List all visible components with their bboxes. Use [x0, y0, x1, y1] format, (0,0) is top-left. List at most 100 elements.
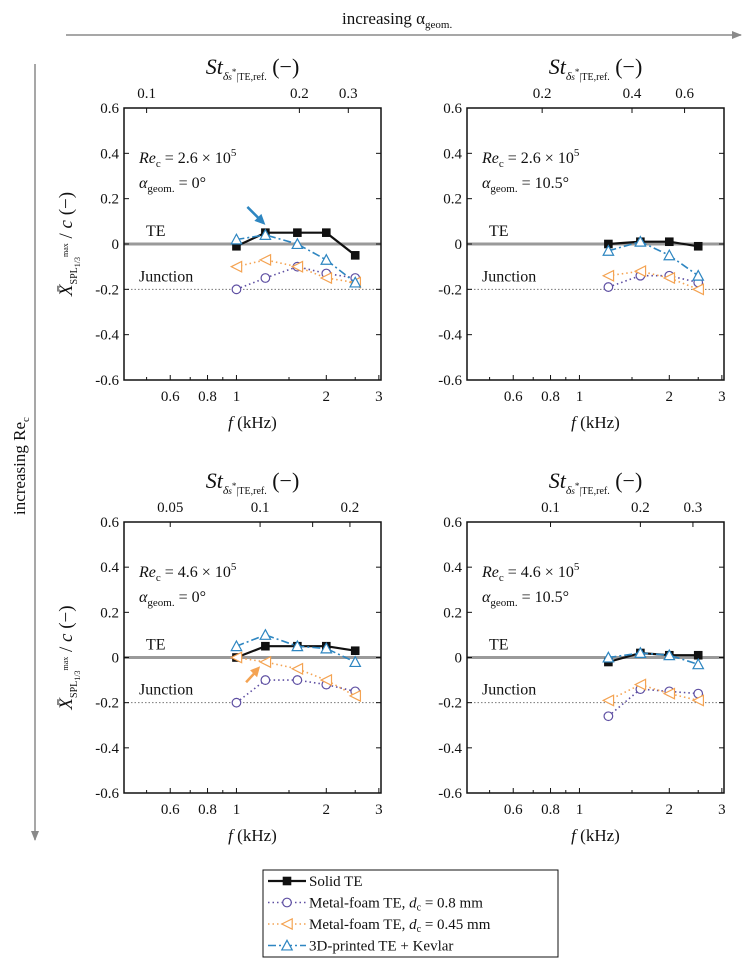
- formula-part: α: [139, 589, 148, 606]
- data-point: [259, 628, 272, 640]
- x-axis-label: f (kHz): [571, 826, 620, 845]
- alpha-annotation: αgeom. = 0°: [139, 175, 206, 195]
- formula-part: 5: [231, 561, 237, 573]
- top-axis-title-part: |TE,ref.: [236, 72, 266, 83]
- data-point: [258, 655, 272, 669]
- legend-marker: [282, 876, 292, 886]
- x-axis-label: f (kHz): [228, 826, 277, 845]
- data-point: [319, 673, 333, 687]
- data-point: [321, 228, 331, 237]
- legend-label-part: Metal-foam TE,: [309, 917, 409, 933]
- re-annotation: Rec = 2.6 × 105: [481, 147, 580, 170]
- y-tick-label: -0.4: [438, 328, 462, 344]
- formula-part: c: [156, 572, 161, 584]
- data-point: [602, 651, 615, 663]
- y-tick-label: 0: [112, 651, 120, 667]
- top-axis-title-part: |TE,ref.: [579, 486, 609, 497]
- y-tick-label: -0.6: [95, 373, 119, 389]
- formula-part: Re: [481, 150, 499, 167]
- formula-part: c: [156, 158, 161, 170]
- top-axis-title-part: St: [549, 54, 567, 79]
- te-label: TE: [146, 637, 166, 654]
- top-tick-label: 0.1: [541, 500, 560, 516]
- y-tick-label: -0.6: [95, 786, 119, 802]
- y-tick-label: 0.6: [100, 101, 119, 117]
- y-tick-label: 0.6: [100, 515, 119, 531]
- series: [601, 265, 705, 296]
- top-tick-label: 0.3: [684, 500, 703, 516]
- x-tick-label: 1: [233, 802, 241, 818]
- top-axis-title: Stδs*|TE,ref. (−): [206, 54, 300, 83]
- y-axis-label-part: max: [61, 657, 70, 671]
- y-axis-label: X̄SPL1/3max / c (−): [56, 192, 82, 297]
- top-arrow: increasing αgeom.: [66, 9, 742, 39]
- legend-label-part: = 0.45 mm: [421, 917, 491, 933]
- left-arrow-label: increasing Rec: [10, 417, 32, 515]
- y-tick-label: -0.6: [438, 373, 462, 389]
- formula-part: 5: [574, 561, 580, 573]
- series-line: [236, 234, 356, 284]
- data-point: [231, 697, 242, 708]
- y-tick-label: 0: [455, 651, 463, 667]
- x-tick-label: 0.6: [504, 802, 523, 818]
- y-tick-label: 0.4: [443, 560, 462, 576]
- top-tick-label: 0.1: [137, 86, 156, 102]
- data-point: [320, 253, 333, 265]
- panels: 0.6 0.4 0.2 0 -0.2 -0.4 -0.6 0.6 0.8 1 2 3 f (kHz) 0.…: [56, 54, 726, 845]
- data-point: [634, 235, 647, 247]
- x-tick-label: 3: [375, 389, 383, 405]
- top-tick-label: 0.3: [339, 86, 358, 102]
- legend-label-part: = 0.8 mm: [421, 896, 483, 912]
- data-point: [662, 271, 676, 285]
- data-point: [633, 265, 647, 278]
- data-point: [633, 678, 647, 691]
- top-axis-title-part: St: [206, 468, 224, 493]
- data-point: [261, 641, 270, 651]
- data-point: [229, 651, 243, 664]
- x-tick-label: 1: [576, 389, 584, 405]
- y-tick-label: 0.2: [100, 192, 119, 208]
- legend-item: 3D-printed TE + Kevlar: [268, 939, 453, 955]
- legend-label: 3D-printed TE + Kevlar: [309, 939, 453, 955]
- series: [229, 651, 362, 703]
- left-arrow: increasing Rec: [10, 64, 39, 841]
- x-tick-label: 0.8: [541, 389, 560, 405]
- highlight-arrow-head: [254, 213, 266, 225]
- x-tick-label: 3: [718, 389, 726, 405]
- legend-label-part: c: [417, 903, 422, 914]
- data-point: [293, 228, 302, 237]
- top-axis-title-part: *: [232, 481, 237, 491]
- formula-part: = 4.6 × 10: [504, 564, 574, 581]
- formula-part: geom.: [490, 183, 517, 195]
- chart-panel-bottom-right: 0.6 0.4 0.2 0 -0.2 -0.4 -0.6 0.6 0.8 1 2 3 f (kHz) 0.…: [438, 468, 725, 845]
- y-axis-label-part: max: [61, 243, 70, 257]
- top-axis-title-part: (−): [610, 468, 643, 493]
- y-axis-label-part: SPL: [69, 267, 80, 284]
- top-tick-label: 0.2: [341, 500, 360, 516]
- y-tick-label: -0.6: [438, 786, 462, 802]
- y-tick-label: 0.2: [443, 605, 462, 621]
- y-axis-label-part: c: [56, 219, 77, 228]
- y-tick-label: -0.4: [95, 328, 119, 344]
- data-point: [291, 237, 304, 250]
- x-tick-label: 2: [323, 802, 331, 818]
- x-axis-label-unit: (kHz): [576, 413, 620, 432]
- legend-label-part: Metal-foam TE,: [309, 896, 409, 912]
- legend-item: Metal-foam TE, dc = 0.8 mm: [268, 896, 483, 914]
- x-tick-label: 2: [666, 389, 674, 405]
- x-axis-label-symbol: f: [228, 826, 235, 845]
- y-axis-label-part: /: [56, 642, 77, 657]
- x-tick-label: 2: [323, 389, 331, 405]
- y-axis-label-part: 1/3: [73, 257, 82, 267]
- legend-item: Solid TE: [268, 874, 362, 890]
- series-line: [608, 240, 699, 277]
- data-point: [603, 282, 614, 292]
- y-tick-label: 0: [455, 237, 463, 253]
- data-point: [319, 271, 333, 285]
- data-point: [663, 648, 676, 661]
- alpha-annotation: αgeom. = 10.5°: [482, 589, 569, 609]
- data-point: [259, 228, 272, 240]
- legend-label-part: d: [409, 896, 417, 912]
- formula-part: Re: [138, 150, 156, 167]
